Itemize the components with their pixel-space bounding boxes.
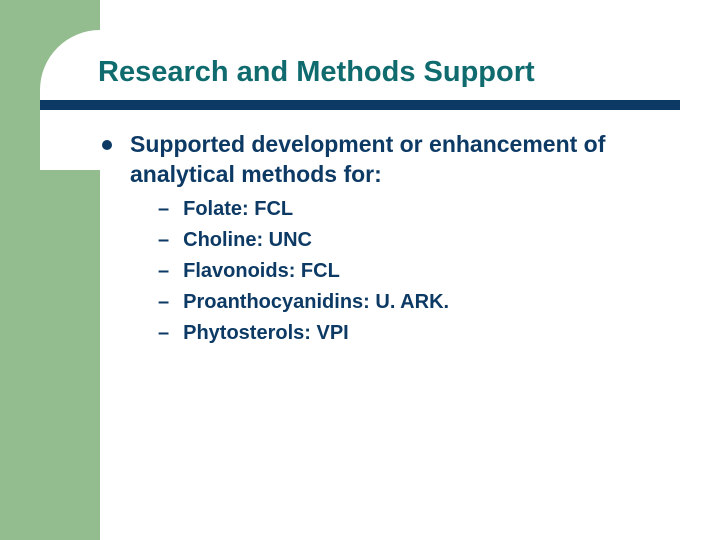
dash-icon: –: [158, 196, 169, 222]
sub-bullet-text: Phytosterols: VPI: [183, 320, 349, 346]
list-item: – Flavonoids: FCL: [158, 258, 682, 284]
slide-title: Research and Methods Support: [98, 56, 535, 89]
list-item: – Choline: UNC: [158, 227, 682, 253]
sub-bullet-text: Folate: FCL: [183, 196, 293, 222]
sub-bullet-text: Proanthocyanidins: U. ARK.: [183, 289, 449, 315]
sub-bullet-text: Flavonoids: FCL: [183, 258, 340, 284]
dash-icon: –: [158, 227, 169, 253]
bullet-disc-icon: [102, 140, 112, 150]
main-bullet-text: Supported development or enhancement of …: [130, 130, 682, 190]
list-item: – Proanthocyanidins: U. ARK.: [158, 289, 682, 315]
list-item: – Folate: FCL: [158, 196, 682, 222]
main-bullet-row: Supported development or enhancement of …: [102, 130, 682, 190]
dash-icon: –: [158, 320, 169, 346]
title-underline: [40, 100, 680, 110]
sub-bullet-list: – Folate: FCL – Choline: UNC – Flavonoid…: [158, 196, 682, 346]
list-item: – Phytosterols: VPI: [158, 320, 682, 346]
slide-content: Supported development or enhancement of …: [102, 130, 682, 351]
sub-bullet-text: Choline: UNC: [183, 227, 312, 253]
dash-icon: –: [158, 258, 169, 284]
dash-icon: –: [158, 289, 169, 315]
